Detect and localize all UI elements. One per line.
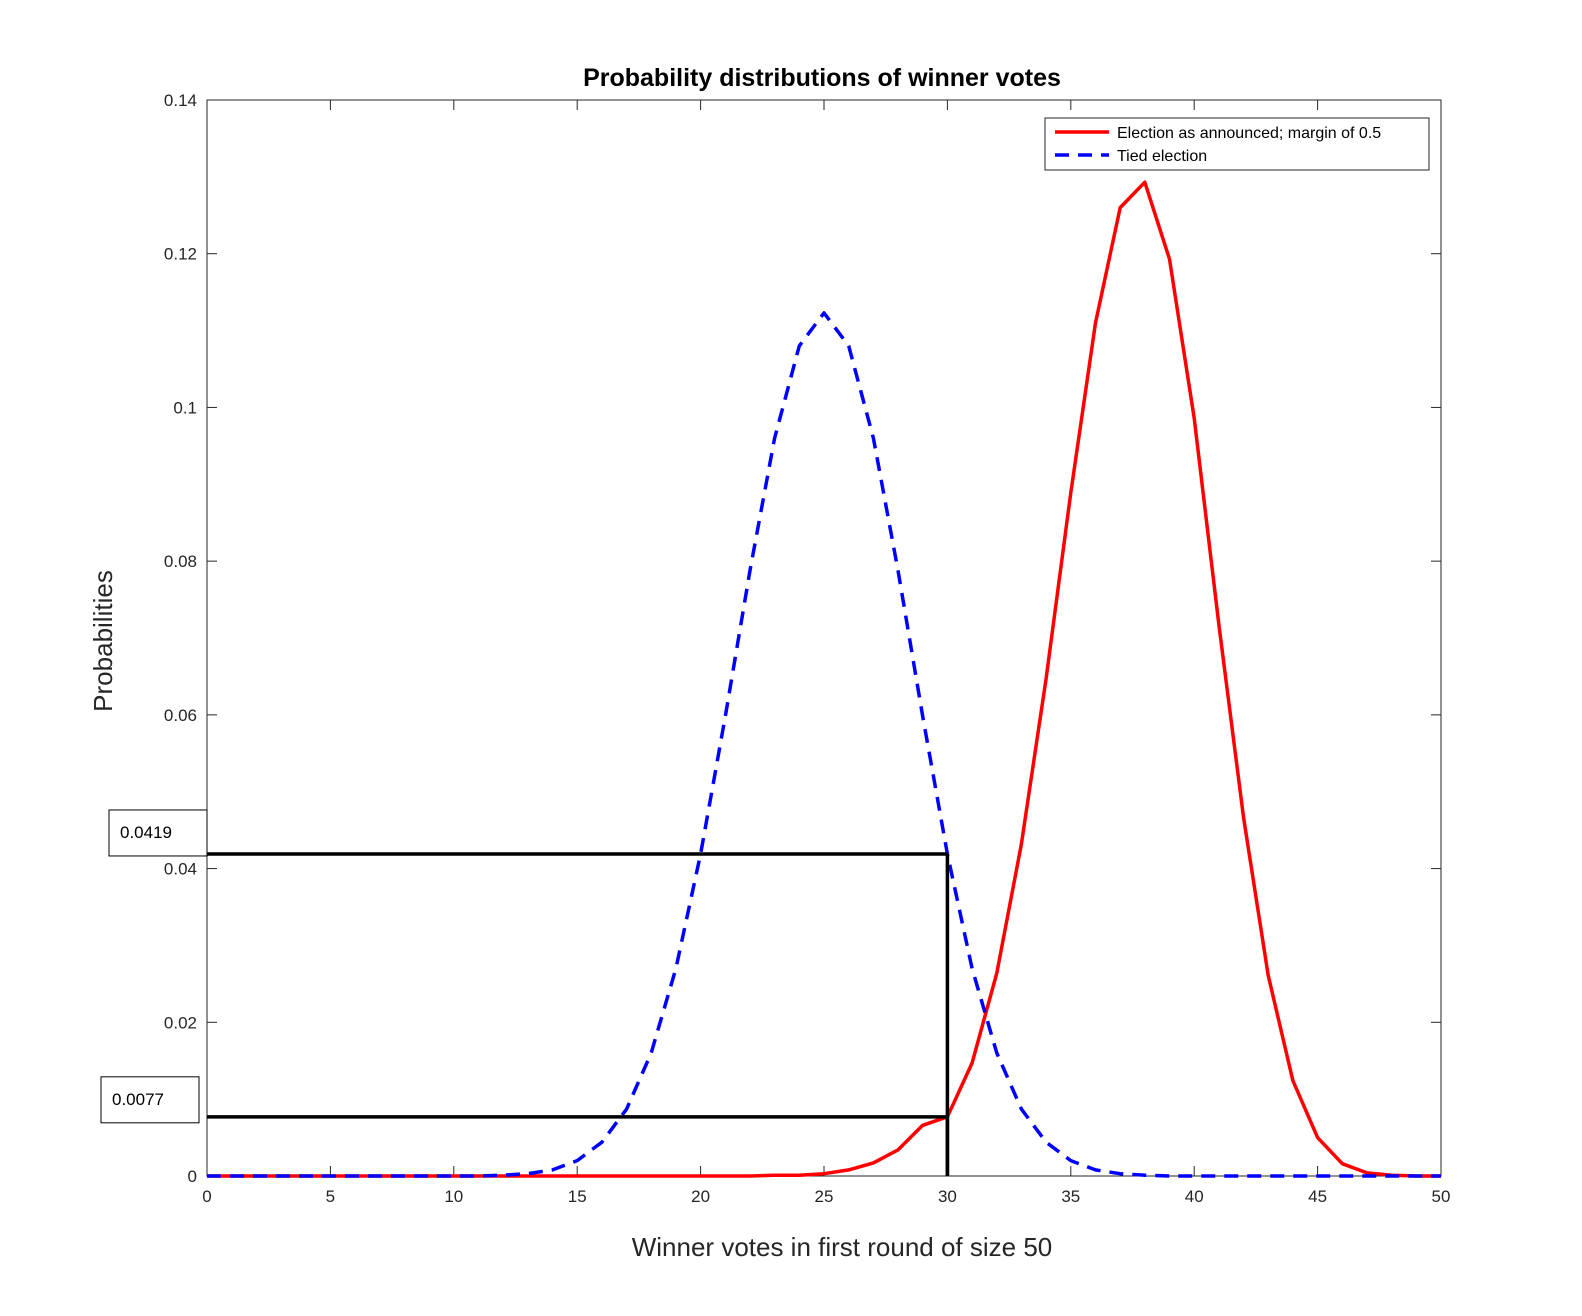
legend-box bbox=[1044, 117, 1430, 171]
legend-label: Election as announced; margin of 0.5 bbox=[1117, 125, 1381, 142]
annotations: 0.0419 0.0077 bbox=[100, 809, 950, 1176]
x-tick-label: 15 bbox=[568, 1187, 587, 1206]
annotation-box bbox=[100, 1076, 200, 1124]
x-tick-label: 30 bbox=[938, 1187, 957, 1206]
y-tick-label: 0.1 bbox=[173, 398, 197, 417]
y-tick-label: 0.06 bbox=[164, 706, 197, 725]
y-tick-label: 0.02 bbox=[164, 1013, 197, 1032]
x-axis-ticks: 0 5 10 15 20 25 30 35 40 45 50 bbox=[202, 100, 1450, 1206]
x-tick-label: 40 bbox=[1185, 1187, 1204, 1206]
y-axis-label: Probabilities bbox=[88, 570, 118, 712]
y-tick-label: 0 bbox=[188, 1167, 197, 1186]
x-tick-label: 25 bbox=[815, 1187, 834, 1206]
x-tick-label: 0 bbox=[202, 1187, 211, 1206]
legend: Election as announced; margin of 0.5 Tied… bbox=[1044, 117, 1430, 171]
y-axis-ticks: 0 0.02 0.04 0.06 0.08 0.1 0.12 0.14 bbox=[164, 91, 1441, 1186]
x-tick-label: 45 bbox=[1308, 1187, 1327, 1206]
y-tick-label: 0.08 bbox=[164, 552, 197, 571]
plot-frame bbox=[206, 99, 1442, 1177]
legend-label: Tied election bbox=[1117, 148, 1207, 165]
y-tick-label: 0.14 bbox=[164, 91, 197, 110]
annotation-label: 0.0419 bbox=[120, 823, 172, 842]
series-line-tied bbox=[207, 311, 1441, 1178]
plot-axes bbox=[206, 99, 1442, 1177]
x-tick-label: 10 bbox=[444, 1187, 463, 1206]
series-lines bbox=[207, 180, 1441, 1178]
x-axis-label: Winner votes in first round of size 50 bbox=[632, 1232, 1053, 1262]
series-line-announced bbox=[207, 180, 1441, 1178]
chart-title: Probability distributions of winner vote… bbox=[583, 64, 1061, 92]
y-tick-label: 0.04 bbox=[164, 860, 197, 879]
x-tick-label: 50 bbox=[1432, 1187, 1451, 1206]
x-tick-label: 20 bbox=[691, 1187, 710, 1206]
annotation-label: 0.0077 bbox=[112, 1090, 164, 1109]
annotation-box bbox=[108, 809, 208, 857]
x-tick-label: 35 bbox=[1061, 1187, 1080, 1206]
x-tick-label: 5 bbox=[326, 1187, 335, 1206]
y-tick-label: 0.12 bbox=[164, 245, 197, 264]
